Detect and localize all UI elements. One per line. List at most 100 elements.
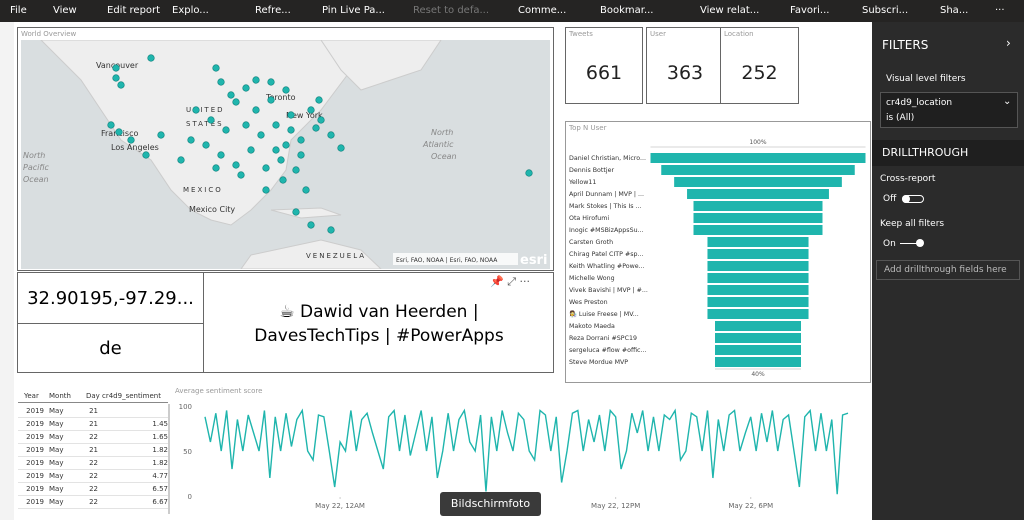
funnel-category: Keith Whatling #Powe... <box>569 263 645 270</box>
toggle-on[interactable] <box>900 239 924 247</box>
chevron: ⌄ <box>1003 96 1012 107</box>
table-cell: May <box>49 407 64 415</box>
table-cell: 4.77 <box>152 472 168 480</box>
funnel-bottom-label: 40% <box>751 371 765 378</box>
funnel-bar <box>693 213 823 223</box>
map-dot <box>287 126 295 134</box>
row-rule <box>18 508 168 509</box>
sentiment-line <box>204 408 849 495</box>
table-cell: May <box>49 446 64 454</box>
map-label: North <box>431 128 453 137</box>
column-header: Day <box>86 392 100 400</box>
toolbar-item[interactable]: ··· <box>995 5 1005 16</box>
toolbar-item[interactable]: File <box>10 5 27 16</box>
funnel-category: Steve Mordue MVP <box>569 359 628 366</box>
map-dot <box>142 151 150 159</box>
toggle-off[interactable] <box>902 195 924 203</box>
map-dot <box>177 156 185 164</box>
funnel-category: Michelle Wong <box>569 275 615 282</box>
toolbar-item[interactable]: Comme... <box>518 5 567 16</box>
map-dot <box>307 106 315 114</box>
table-cell: 21 <box>89 446 98 454</box>
table-cell: 2019 <box>26 446 44 454</box>
toolbar-item[interactable]: Explo... <box>172 5 209 16</box>
row-rule <box>18 469 168 470</box>
toolbar-item[interactable]: Reset to defa... <box>413 5 490 16</box>
keep-filters-state: On <box>883 239 896 249</box>
map-dot <box>302 186 310 194</box>
map-dot <box>192 106 200 114</box>
map-dot <box>337 144 345 152</box>
column-header: Month <box>49 392 71 400</box>
visual-header-icons[interactable]: 📌 ⤢ ··· <box>490 275 530 288</box>
map-label: Pacific <box>23 163 50 172</box>
column-header: Year <box>24 392 39 400</box>
table-cell: 22 <box>89 459 98 467</box>
table-cell: 2019 <box>26 420 44 428</box>
land <box>270 207 342 219</box>
funnel-category: Mark Stokes | This Is ... <box>569 203 642 210</box>
funnel-bar <box>707 297 809 307</box>
map-label: Ocean <box>431 152 457 161</box>
funnel-bar <box>707 273 809 283</box>
kpi-label: Tweets <box>569 30 593 38</box>
funnel-bar <box>707 237 809 247</box>
collapse-icon[interactable]: › <box>1006 36 1011 50</box>
funnel-category: Chirag Patel CITP #sp... <box>569 251 644 258</box>
map-dot <box>287 111 295 119</box>
funnel-category: Inogic #MSBizAppsSu... <box>569 227 644 234</box>
map-label: Los Angeles <box>111 143 159 152</box>
toolbar-item[interactable]: View relat... <box>700 5 760 16</box>
table-cell: May <box>49 472 64 480</box>
funnel: 100% Daniel Christian, Micro... Dennis Bot… <box>568 139 866 378</box>
row-rule <box>18 495 168 496</box>
map-dot <box>267 96 275 104</box>
row-rule <box>18 430 168 431</box>
filters-section: Visual level filters <box>886 74 966 84</box>
funnel-category: Dennis Bottjer <box>569 167 614 174</box>
esri-logo: esri <box>520 253 547 268</box>
table-cell: 1.65 <box>152 433 168 441</box>
toolbar-item[interactable]: Subscri... <box>862 5 909 16</box>
map-dot <box>232 161 240 169</box>
kpi-label: User <box>650 30 666 38</box>
map-dot <box>327 226 335 234</box>
toolbar-item[interactable]: Refre... <box>255 5 291 16</box>
toolbar-item[interactable]: Edit report <box>107 5 161 16</box>
toolbar-item[interactable]: Pin Live Pa... <box>322 5 385 16</box>
table-cell: 6.57 <box>152 485 168 493</box>
map-dot <box>107 121 115 129</box>
toolbar-item[interactable]: Sha... <box>940 5 969 16</box>
funnel-bar <box>715 321 801 331</box>
toolbar-item[interactable]: View <box>53 5 77 16</box>
map-dot <box>112 64 120 72</box>
funnel-bar <box>693 225 823 235</box>
filter-card[interactable]: cr4d9_location is (All) ⌄ <box>880 92 1018 128</box>
funnel-bar <box>707 309 809 319</box>
map-dot <box>212 164 220 172</box>
funnel-category: Daniel Christian, Micro... <box>569 155 646 162</box>
cross-report-state: Off <box>883 194 897 204</box>
map-label: VENEZUELA <box>306 252 366 260</box>
map-dot <box>252 106 260 114</box>
visual-title: Top N User <box>569 124 607 132</box>
map-dot <box>297 151 305 159</box>
map-dot <box>292 208 300 216</box>
funnel-bar <box>715 333 801 343</box>
map-label: North <box>23 151 45 160</box>
row-rule <box>18 482 168 483</box>
map-dot <box>115 128 123 136</box>
map-dot <box>247 146 255 154</box>
toolbar-item[interactable]: Bookmar... <box>600 5 654 16</box>
funnel-bar <box>674 177 842 187</box>
header-rule <box>18 402 168 403</box>
canvas-edge <box>0 22 14 520</box>
visual-title: World Overview <box>21 30 77 38</box>
kpi-card: Tweets 661 <box>565 27 643 104</box>
funnel-category: 👩‍🔬 Luise Freese | MV... <box>569 310 639 318</box>
filter-condition: is (All) <box>886 113 915 123</box>
drop-zone[interactable]: Add drillthrough fields here <box>876 260 1020 280</box>
filters-pane: FILTERS › Visual level filters cr4d9_loc… <box>872 22 1024 520</box>
toolbar-item[interactable]: Favori... <box>790 5 830 16</box>
